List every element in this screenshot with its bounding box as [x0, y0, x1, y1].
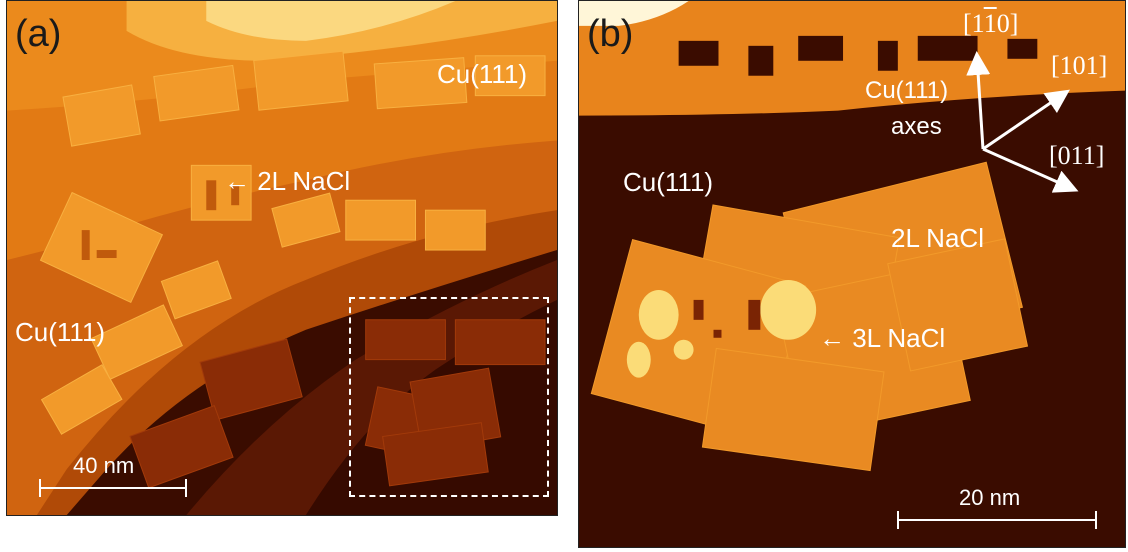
label-cu111-axes-line2: axes	[891, 113, 942, 140]
direction-label-1-10: [110]	[963, 9, 1019, 38]
label-2l-nacl: ← 2L NaCl	[224, 166, 351, 196]
stm-image-a	[7, 1, 557, 515]
stm-image-b	[579, 1, 1125, 547]
scale-bar-a	[39, 479, 187, 497]
label-cu111-top: Cu(111)	[437, 59, 528, 89]
direction-label-011: [011]	[1049, 141, 1105, 170]
panel-a-stm-image: (a) Cu(111) ← 2L NaCl Cu(111) 40 nm	[6, 0, 558, 516]
scale-bar-label-b: 20 nm	[959, 485, 1021, 510]
scale-bar-label-a: 40 nm	[73, 453, 135, 478]
panel-a-tag: (a)	[15, 13, 62, 55]
label-cu111: Cu(111)	[623, 167, 714, 197]
direction-label-101: [101]	[1051, 51, 1108, 80]
label-3l-nacl: ← 3L NaCl	[819, 323, 946, 353]
panel-b-tag: (b)	[587, 13, 634, 55]
inset-region-box	[349, 297, 549, 497]
label-cu111-left: Cu(111)	[15, 317, 106, 347]
scale-bar-b	[897, 511, 1097, 529]
label-cu111-axes-line1: Cu(111)	[865, 77, 949, 104]
label-2l-nacl-b: 2L NaCl	[891, 223, 984, 253]
panel-b-stm-image: (b) Cu(111) axes [110] [101] [011] Cu(11…	[578, 0, 1126, 548]
